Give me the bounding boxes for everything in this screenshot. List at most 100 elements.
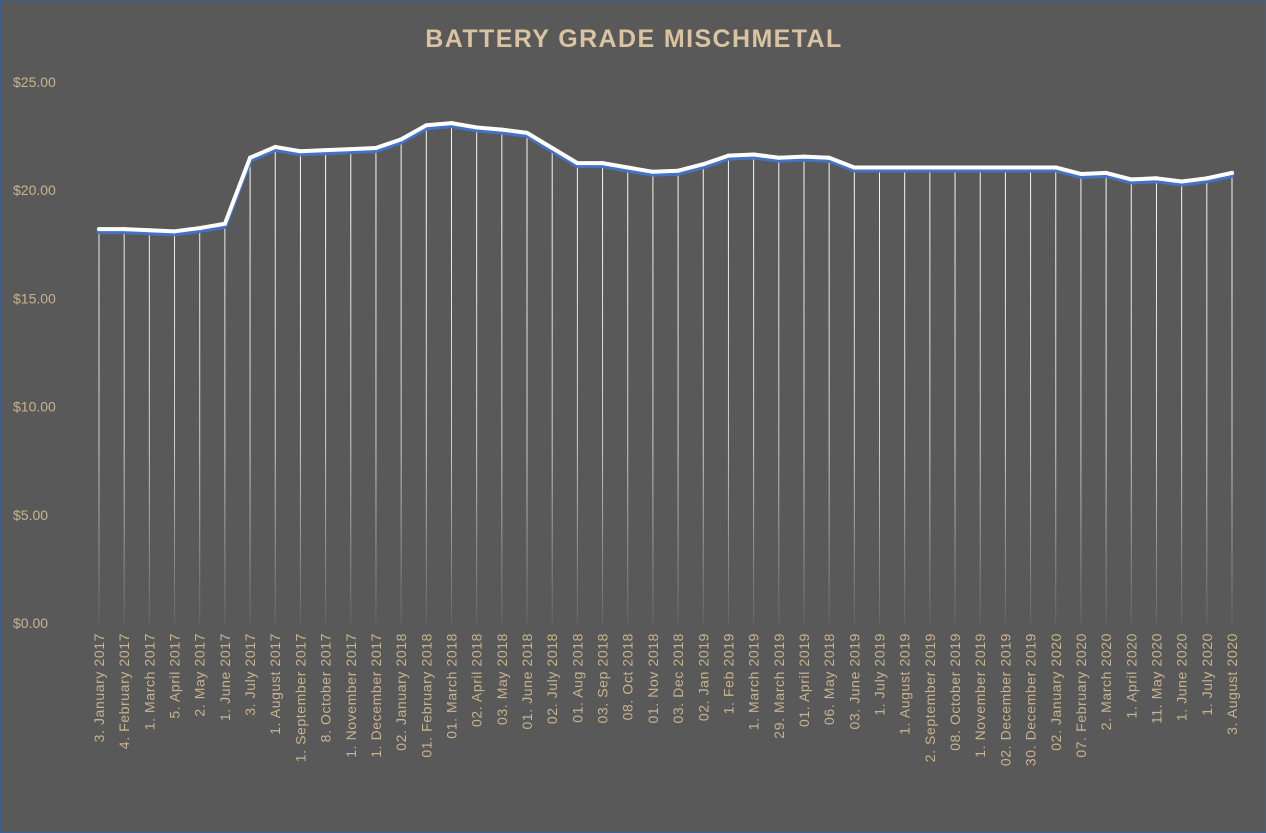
data-point xyxy=(499,127,504,132)
data-point xyxy=(424,123,429,128)
data-point xyxy=(1028,165,1033,170)
x-tick-label: 06. May 2018 xyxy=(821,633,837,725)
x-tick-label: 01. June 2018 xyxy=(519,633,535,730)
x-tick-label: 02. April 2018 xyxy=(469,633,485,727)
data-point xyxy=(147,228,152,233)
x-tick-label: 1. March 2017 xyxy=(141,633,157,730)
data-point xyxy=(298,149,303,154)
x-tick-label: 03. Sep 2018 xyxy=(595,633,611,724)
x-tick-label: 03. May 2018 xyxy=(494,633,510,725)
data-point xyxy=(600,161,605,166)
data-point xyxy=(373,146,378,151)
x-tick-label: 5. April 2017 xyxy=(167,633,183,719)
data-point xyxy=(676,168,681,173)
data-point xyxy=(273,144,278,149)
x-tick-label: 03. June 2019 xyxy=(846,633,862,730)
data-point xyxy=(726,153,731,158)
x-tick-label: 2. March 2020 xyxy=(1098,633,1114,730)
y-tick-label: $20.00 xyxy=(13,182,56,198)
data-point xyxy=(348,147,353,152)
x-tick-label: 1. November 2019 xyxy=(972,633,988,758)
data-point xyxy=(474,125,479,130)
y-tick-label: $5.00 xyxy=(13,507,48,523)
x-tick-label: 8. October 2017 xyxy=(318,633,334,742)
data-point xyxy=(701,162,706,167)
data-point xyxy=(852,165,857,170)
x-tick-label: 01. Nov 2018 xyxy=(645,633,661,723)
y-tick-label: $10.00 xyxy=(13,399,56,415)
x-tick-label: 1. June 2020 xyxy=(1174,633,1190,721)
data-point xyxy=(399,137,404,142)
x-tick-label: 01. Aug 2018 xyxy=(569,633,585,723)
data-point xyxy=(122,227,127,232)
x-tick-label: 1. June 2017 xyxy=(217,633,233,721)
x-tick-label: 07. February 2020 xyxy=(1073,633,1089,758)
chart-title: BATTERY GRADE MISCHMETAL xyxy=(425,25,842,53)
data-point xyxy=(575,161,580,166)
x-tick-label: 08. Oct 2018 xyxy=(620,633,636,720)
data-point xyxy=(323,148,328,153)
x-tick-label: 3. January 2017 xyxy=(91,633,107,742)
x-tick-label: 03. Dec 2018 xyxy=(670,633,686,723)
data-point xyxy=(776,155,781,160)
x-tick-label: 2. May 2017 xyxy=(192,633,208,717)
x-tick-label: 02. December 2019 xyxy=(997,633,1013,766)
data-point xyxy=(953,165,958,170)
x-tick-label: 01. March 2018 xyxy=(443,633,459,739)
x-tick-label: 02. Jan 2019 xyxy=(695,633,711,721)
data-point xyxy=(877,165,882,170)
x-tick-label: 3. August 2020 xyxy=(1224,633,1240,735)
data-point xyxy=(978,165,983,170)
x-tick-label: 01. April 2019 xyxy=(796,633,812,727)
data-point xyxy=(449,121,454,126)
x-tick-label: 1. August 2019 xyxy=(897,633,913,735)
data-point xyxy=(902,165,907,170)
drop-lines xyxy=(98,123,1233,623)
x-tick-label: 1. July 2019 xyxy=(872,633,888,716)
x-tick-label: 08. October 2019 xyxy=(947,633,963,751)
data-point xyxy=(1230,170,1234,175)
data-point xyxy=(1129,177,1134,182)
x-tick-label: 1. April 2020 xyxy=(1123,633,1139,719)
data-point xyxy=(927,165,932,170)
data-point xyxy=(172,229,177,234)
y-axis: $0.00 $5.00 $10.00 $15.00 $20.00 $25.00 xyxy=(13,74,56,631)
data-point xyxy=(1154,176,1159,181)
data-point xyxy=(550,146,555,151)
data-point xyxy=(1003,165,1008,170)
y-tick-label: $0.00 xyxy=(13,615,48,631)
x-tick-label: 30. December 2019 xyxy=(1023,633,1039,766)
x-tick-label: 1. Feb 2019 xyxy=(720,633,736,714)
x-tick-label: 1. November 2017 xyxy=(343,633,359,758)
series-line-shadow xyxy=(96,123,1235,237)
x-tick-label: 29. March 2019 xyxy=(771,633,787,739)
x-axis: 3. January 2017 4. February 2017 1. March … xyxy=(91,633,1240,766)
data-point xyxy=(197,226,202,231)
data-point xyxy=(827,155,832,160)
x-tick-label: 01. February 2018 xyxy=(418,633,434,758)
data-point xyxy=(248,155,253,160)
x-tick-label: 1. August 2017 xyxy=(267,633,283,735)
data-point xyxy=(625,165,630,170)
data-point xyxy=(525,130,530,135)
data-point xyxy=(1053,165,1058,170)
x-tick-label: 4. February 2017 xyxy=(116,633,132,749)
x-tick-label: 1. December 2017 xyxy=(368,633,384,758)
data-point xyxy=(751,152,756,157)
x-tick-label: 3. July 2017 xyxy=(242,633,258,716)
x-tick-label: 1. July 2020 xyxy=(1199,633,1215,716)
y-tick-label: $25.00 xyxy=(13,74,56,90)
data-point xyxy=(1104,170,1109,175)
data-point xyxy=(1204,176,1209,181)
data-point xyxy=(1179,179,1184,184)
series-line-group xyxy=(96,121,1235,237)
x-tick-label: 1. September 2017 xyxy=(292,633,308,762)
x-tick-label: 02. July 2018 xyxy=(544,633,560,724)
series-line xyxy=(97,121,1234,234)
x-tick-label: 11. May 2020 xyxy=(1148,633,1164,724)
y-tick-label: $15.00 xyxy=(13,290,56,306)
data-point xyxy=(650,169,655,174)
x-tick-label: 02. January 2018 xyxy=(393,633,409,751)
